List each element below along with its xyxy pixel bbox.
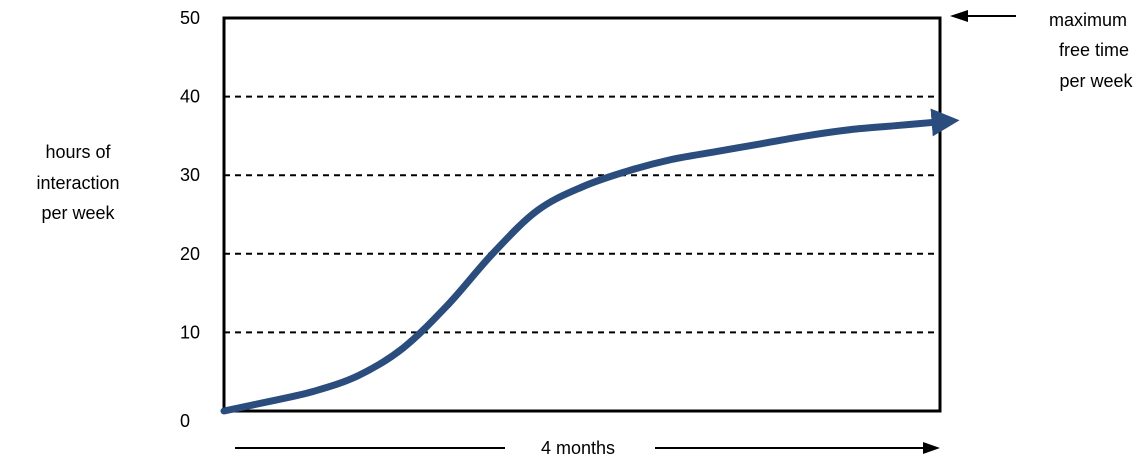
y-tick-label: 30 xyxy=(180,165,200,185)
annotation-line-1: maximum xyxy=(1049,10,1127,30)
max-free-time-annotation: maximum free time per week xyxy=(950,10,1134,91)
annotation-arrowhead-icon xyxy=(950,10,968,22)
x-axis-label-text: 4 months xyxy=(541,438,615,458)
y-axis-label-line-2: interaction xyxy=(36,173,119,193)
y-tick-label: 0 xyxy=(180,411,190,431)
y-tick-label: 50 xyxy=(180,8,200,28)
plot-frame xyxy=(222,16,942,413)
y-tick-label: 20 xyxy=(180,244,200,264)
y-axis-label-line-1: hours of xyxy=(45,142,111,162)
x-label-arrowhead-icon xyxy=(923,442,940,454)
y-tick-label: 10 xyxy=(180,322,200,342)
y-tick-label: 40 xyxy=(180,87,200,107)
x-axis-label: 4 months xyxy=(235,438,940,458)
gridlines xyxy=(224,95,940,334)
y-axis-ticks: 0 10 20 30 40 50 xyxy=(180,8,200,431)
y-axis-label-line-3: per week xyxy=(41,203,115,223)
series-line xyxy=(220,108,960,415)
annotation-line-3: per week xyxy=(1059,71,1133,91)
y-axis-label: hours of interaction per week xyxy=(36,142,119,223)
annotation-line-2: free time xyxy=(1059,40,1129,60)
